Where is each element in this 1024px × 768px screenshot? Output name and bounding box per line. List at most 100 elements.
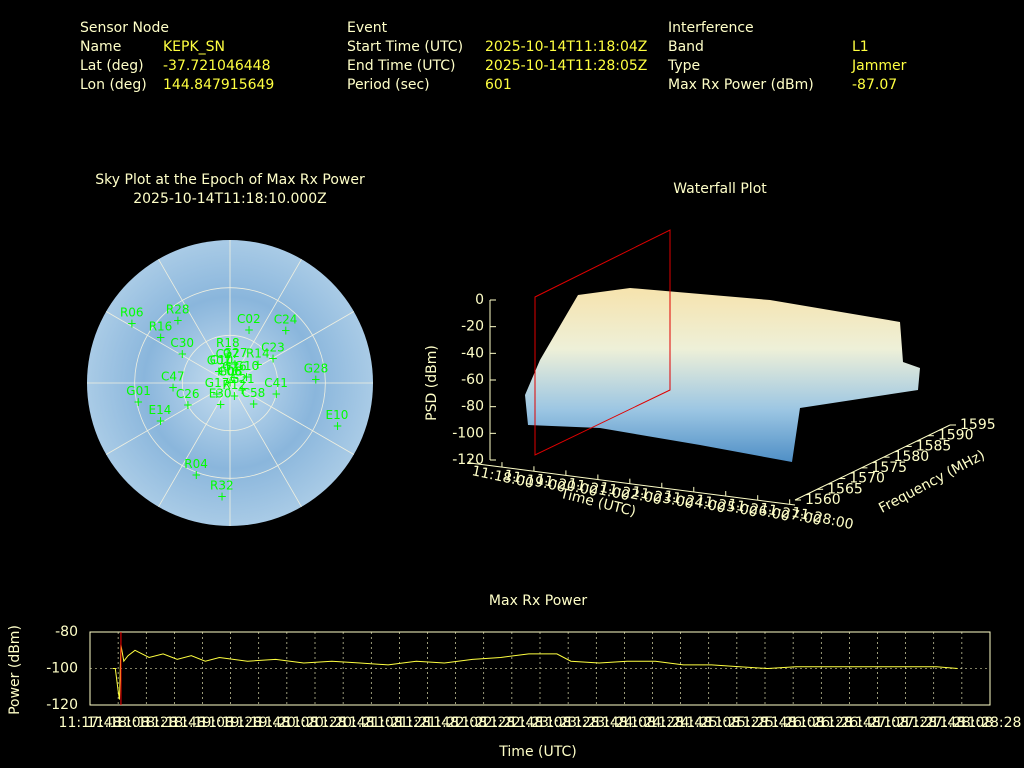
satellite-label: C58 bbox=[242, 386, 266, 400]
satellite-label: C10 bbox=[210, 353, 234, 367]
satellite-marker: + bbox=[268, 352, 278, 366]
satellite-label: R06 bbox=[120, 306, 144, 320]
satellite-marker: + bbox=[311, 373, 321, 387]
x-tick-label: 11:25:28 bbox=[705, 715, 768, 731]
satellite-marker: + bbox=[183, 398, 193, 412]
satellite-marker: + bbox=[225, 376, 235, 390]
x-tick-label: 11:20:28 bbox=[284, 715, 347, 731]
satellite-marker: + bbox=[168, 380, 178, 394]
z-tick-label: -60 bbox=[461, 372, 484, 388]
x-tick-label: 11:19:48 bbox=[227, 715, 290, 731]
x-tick-label: 11:22:48 bbox=[480, 715, 543, 731]
satellite-marker: + bbox=[229, 389, 239, 403]
satellite-label: G08 bbox=[218, 365, 243, 379]
satellite-marker: + bbox=[229, 371, 239, 385]
field-label: End Time (UTC) bbox=[347, 58, 455, 74]
satellite-label: R18 bbox=[216, 336, 240, 350]
satellite-label: G01 bbox=[126, 384, 151, 398]
satellite-marker: + bbox=[237, 383, 247, 397]
frequency-tick-label: 1565 bbox=[827, 481, 863, 497]
satellite-label: C47 bbox=[161, 369, 185, 383]
satellite-label: C06 bbox=[218, 365, 242, 379]
azimuth-spoke bbox=[229, 311, 355, 384]
satellite-marker: + bbox=[156, 331, 166, 345]
frequency-tick-label: 1560 bbox=[805, 492, 841, 508]
satellite-label: G17 bbox=[205, 376, 230, 390]
satellite-marker: + bbox=[216, 397, 226, 411]
satellite-marker: + bbox=[271, 387, 281, 401]
satellite-marker: + bbox=[241, 370, 251, 384]
field-label: Max Rx Power (dBm) bbox=[668, 77, 814, 93]
x-tick-label: 11:18:08 bbox=[87, 715, 150, 731]
sky-plot: Sky Plot at the Epoch of Max Rx Power 202… bbox=[87, 172, 373, 526]
satellite-label: R14 bbox=[246, 346, 270, 360]
x-tick-label: 11:20:08 bbox=[255, 715, 318, 731]
satellite-marker: + bbox=[217, 364, 227, 378]
chart-title: Waterfall Plot bbox=[673, 181, 767, 197]
satellite-marker: + bbox=[173, 313, 183, 327]
x-tick-label: 11:24:28 bbox=[621, 715, 684, 731]
field-value: 144.847915649 bbox=[163, 77, 274, 93]
x-tick-label: 11:27:48 bbox=[902, 715, 965, 731]
x-tick-label: 11:28:28 bbox=[959, 715, 1022, 731]
satellite-label: G21 bbox=[230, 372, 255, 386]
x-tick-label: 11:24:48 bbox=[649, 715, 712, 731]
satellite-label: G07 bbox=[207, 353, 232, 367]
z-tick-label: -100 bbox=[452, 425, 484, 441]
satellite-label: E30 bbox=[209, 386, 232, 400]
satellite-label: G27 bbox=[223, 346, 248, 360]
frequency-tick-label: 1585 bbox=[916, 438, 952, 454]
x-tick-label: 11:26:08 bbox=[762, 715, 825, 731]
satellite-marker: + bbox=[155, 414, 165, 428]
field-label: Type bbox=[667, 58, 700, 74]
field-label: Band bbox=[668, 39, 704, 55]
z-tick-label: -40 bbox=[461, 345, 484, 361]
azimuth-spoke bbox=[229, 258, 302, 384]
chart-title: Sky Plot at the Epoch of Max Rx Power bbox=[95, 172, 365, 188]
satellite-label: G28 bbox=[304, 362, 329, 376]
satellite-marker: + bbox=[249, 397, 259, 411]
satellite-marker: + bbox=[223, 347, 233, 361]
frequency-tick-label: 1595 bbox=[960, 417, 996, 433]
satellite-marker: + bbox=[333, 419, 343, 433]
x-tick-label: 11:21:08 bbox=[340, 715, 403, 731]
time-tick-label: 11:28:00 bbox=[790, 504, 855, 533]
field-label: Lat (deg) bbox=[80, 58, 144, 74]
power-line bbox=[112, 644, 958, 700]
satellite-marker: + bbox=[230, 357, 240, 371]
chart-subtitle: 2025-10-14T11:18:10.000Z bbox=[133, 191, 327, 207]
max-power-plot: Max Rx Power-120-100-8011:17:4811:18:081… bbox=[7, 593, 1021, 760]
satellite-marker: + bbox=[253, 357, 263, 371]
field-value: -87.07 bbox=[852, 77, 897, 93]
satellite-marker: + bbox=[214, 364, 224, 378]
azimuth-spoke bbox=[158, 382, 231, 508]
field-label: Name bbox=[80, 39, 121, 55]
field-value: 2025-10-14T11:28:05Z bbox=[485, 58, 647, 74]
azimuth-spoke bbox=[229, 382, 355, 455]
satellite-label: E10 bbox=[326, 408, 349, 422]
x-tick-label: 11:26:48 bbox=[818, 715, 881, 731]
z-tick-label: -20 bbox=[461, 319, 484, 335]
field-value: Jammer bbox=[851, 58, 907, 74]
z-axis-label: PSD (dBm) bbox=[424, 345, 440, 421]
field-label: Period (sec) bbox=[347, 77, 430, 93]
chart-title: Max Rx Power bbox=[489, 593, 587, 609]
satellite-label: E14 bbox=[149, 403, 172, 417]
x-tick-label: 11:26:28 bbox=[790, 715, 853, 731]
azimuth-spoke bbox=[158, 258, 231, 384]
x-tick-label: 11:27:28 bbox=[874, 715, 937, 731]
satellite-marker: + bbox=[281, 323, 291, 337]
satellite-marker: + bbox=[223, 358, 233, 372]
field-value: KEPK_SN bbox=[163, 39, 225, 55]
y-tick-label: -120 bbox=[46, 697, 78, 713]
x-tick-label: 11:23:08 bbox=[509, 715, 572, 731]
y-axis-label: Power (dBm) bbox=[7, 625, 23, 715]
section-title: Event bbox=[347, 20, 388, 36]
satellite-label: R32 bbox=[210, 479, 234, 493]
x-tick-label: 11:24:08 bbox=[593, 715, 656, 731]
x-tick-label: 11:23:48 bbox=[565, 715, 628, 731]
y-tick-label: -80 bbox=[55, 624, 78, 640]
z-tick-label: 0 bbox=[475, 292, 484, 308]
x-tick-label: 11:25:48 bbox=[734, 715, 797, 731]
satellite-marker: + bbox=[212, 387, 222, 401]
